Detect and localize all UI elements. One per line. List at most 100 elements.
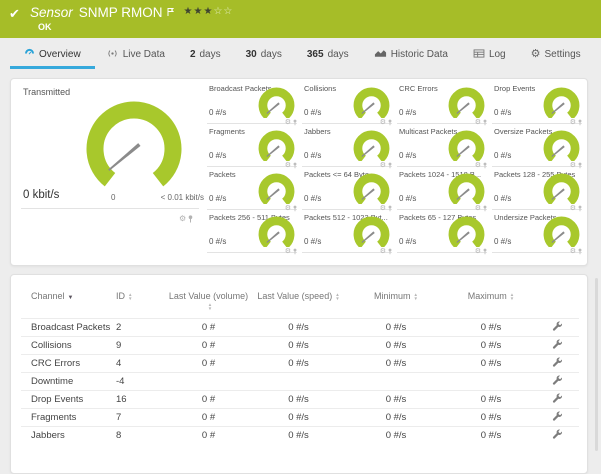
tab-historic-data[interactable]: Historic Data (374, 38, 448, 71)
channel-settings-wrench-icon[interactable] (552, 321, 563, 332)
main-gauge-settings-icon[interactable]: ⚙ (179, 214, 187, 223)
mini-gauge-grid: Broadcast Packets 0 #/s ⚙ Collisions (207, 81, 587, 255)
channel-row[interactable]: Jabbers 8 0 # 0 #/s 0 #/s 0 #/s (21, 426, 579, 444)
column-header-maximum[interactable]: Maximum ▲ ▼ (467, 291, 515, 301)
mini-gauge-pin-icon[interactable] (388, 113, 392, 131)
mini-gauge-pin-icon[interactable] (388, 242, 392, 260)
channel-settings-wrench-icon[interactable] (552, 411, 563, 422)
tab-overview[interactable]: Overview (10, 38, 95, 71)
mini-gauge-pin-icon[interactable] (483, 113, 487, 131)
mini-gauge-pin-icon[interactable] (293, 113, 297, 131)
mini-gauge-pin-icon[interactable] (293, 199, 297, 217)
channel-row[interactable]: Collisions 9 0 # 0 #/s 0 #/s 0 #/s (21, 336, 579, 355)
mini-gauge-cell[interactable]: Packets 65 - 127 Bytes 0 #/s ⚙ (397, 210, 487, 255)
mini-gauge-value: 0 #/s (209, 151, 227, 160)
status-ok-check-icon: ✔ (9, 6, 20, 21)
mini-gauge-dial (543, 130, 580, 163)
mini-gauge-dial (543, 87, 580, 120)
channel-table: Channel ▼ ID ▲ ▼ Last Value (volume)▲ ▼ Last… (21, 291, 579, 444)
mini-gauge-cell[interactable]: Oversize Packets 0 #/s ⚙ (492, 124, 582, 169)
cell-maximum: 0 #/s (446, 390, 536, 409)
mini-gauge-settings-icon[interactable]: ⚙ (569, 118, 576, 126)
mini-gauge-pin-icon[interactable] (483, 242, 487, 260)
tab-log-label: Log (488, 49, 506, 60)
channel-row[interactable]: Fragments 7 0 # 0 #/s 0 #/s 0 #/s (21, 408, 579, 427)
vertical-scrollbar[interactable] (595, 278, 598, 451)
cell-minimum: 0 #/s (346, 336, 446, 355)
tab-settings[interactable]: ⚙ Settings (531, 38, 581, 71)
mini-gauge-cell[interactable]: Packets <= 64 Byte 0 #/s ⚙ (302, 167, 392, 212)
mini-gauge-settings-icon[interactable]: ⚙ (474, 161, 481, 169)
mini-gauge-settings-icon[interactable]: ⚙ (569, 161, 576, 169)
mini-gauge-pin-icon[interactable] (483, 199, 487, 217)
channel-row[interactable]: Drop Events 16 0 # 0 #/s 0 #/s 0 #/s (21, 390, 579, 409)
cell-last-speed: 0 #/s (251, 336, 346, 355)
tab-2-days[interactable]: 2 days (190, 38, 221, 71)
mini-gauge-title: Broadcast Packets (209, 84, 272, 93)
mini-gauge-pin-icon[interactable] (483, 156, 487, 174)
mini-gauge-pin-icon[interactable] (293, 156, 297, 174)
mini-gauge-pin-icon[interactable] (578, 156, 582, 174)
column-header-channel[interactable]: Channel ▼ (31, 291, 74, 301)
column-header-minimum[interactable]: Minimum ▲ ▼ (374, 291, 418, 301)
mini-gauge-value: 0 #/s (494, 108, 512, 117)
mini-gauge-pin-icon[interactable] (388, 156, 392, 174)
mini-gauge-cell[interactable]: Packets 128 - 255 Bytes 0 #/s ⚙ (492, 167, 582, 212)
overview-gauge-icon (24, 48, 35, 61)
mini-gauge-settings-icon[interactable]: ⚙ (569, 247, 576, 255)
mini-gauge-cell[interactable]: Packets 256 - 511 Bytes 0 #/s ⚙ (207, 210, 297, 255)
cell-channel: CRC Errors (21, 354, 116, 373)
cell-last-volume: 0 # (166, 426, 251, 444)
mini-gauge-settings-icon[interactable]: ⚙ (474, 118, 481, 126)
cell-last-speed: 0 #/s (251, 426, 346, 444)
mini-gauge-settings-icon[interactable]: ⚙ (284, 118, 291, 126)
mini-gauge-settings-icon[interactable]: ⚙ (284, 204, 291, 212)
mini-gauge-settings-icon[interactable]: ⚙ (379, 161, 386, 169)
tab-365-days[interactable]: 365 days (307, 38, 349, 71)
priority-stars[interactable]: ★★★☆☆ (184, 6, 234, 17)
mini-gauge-pin-icon[interactable] (388, 199, 392, 217)
mini-gauge-cell[interactable]: Undersize Packets 0 #/s ⚙ (492, 210, 582, 255)
column-header-id[interactable]: ID ▲ ▼ (116, 291, 133, 301)
mini-gauge-cell[interactable]: Packets 512 - 1023 Byt... 0 #/s ⚙ (302, 210, 392, 255)
mini-gauge-cell[interactable]: Drop Events 0 #/s ⚙ (492, 81, 582, 126)
cell-id: 2 (116, 318, 166, 337)
mini-gauge-settings-icon[interactable]: ⚙ (569, 204, 576, 212)
tab-log[interactable]: Log (473, 38, 506, 71)
tab-30-days[interactable]: 30 days (246, 38, 282, 71)
mini-gauge-settings-icon[interactable]: ⚙ (284, 247, 291, 255)
mini-gauge-cell[interactable]: Fragments 0 #/s ⚙ (207, 124, 297, 169)
mini-gauge-cell[interactable]: Jabbers 0 #/s ⚙ (302, 124, 392, 169)
mini-gauge-settings-icon[interactable]: ⚙ (379, 118, 386, 126)
mini-gauge-cell[interactable]: Collisions 0 #/s ⚙ (302, 81, 392, 126)
mini-gauge-cell[interactable]: Packets 1024 - 1518 B... 0 #/s ⚙ (397, 167, 487, 212)
mini-gauge-pin-icon[interactable] (578, 199, 582, 217)
channel-settings-wrench-icon[interactable] (552, 393, 563, 404)
channel-row[interactable]: Broadcast Packets 2 0 # 0 #/s 0 #/s 0 #/… (21, 318, 579, 337)
cell-last-speed: 0 #/s (251, 390, 346, 409)
mini-gauge-value: 0 #/s (494, 151, 512, 160)
column-header-last-speed[interactable]: Last Value (speed) ▲ ▼ (257, 291, 340, 301)
mini-gauge-cell[interactable]: Broadcast Packets 0 #/s ⚙ (207, 81, 297, 126)
mini-gauge-value: 0 #/s (494, 237, 512, 246)
channel-settings-wrench-icon[interactable] (552, 357, 563, 368)
channel-settings-wrench-icon[interactable] (552, 339, 563, 350)
mini-gauge-cell[interactable]: CRC Errors 0 #/s ⚙ (397, 81, 487, 126)
mini-gauge-pin-icon[interactable] (293, 242, 297, 260)
channel-settings-wrench-icon[interactable] (552, 375, 563, 386)
mini-gauge-cell[interactable]: Packets 0 #/s ⚙ (207, 167, 297, 212)
mini-gauge-cell[interactable]: Multicast Packets 0 #/s ⚙ (397, 124, 487, 169)
mini-gauge-settings-icon[interactable]: ⚙ (379, 247, 386, 255)
column-header-last-volume[interactable]: Last Value (volume)▲ ▼ (168, 291, 249, 311)
channel-settings-wrench-icon[interactable] (552, 429, 563, 440)
mini-gauge-pin-icon[interactable] (578, 242, 582, 260)
mini-gauge-settings-icon[interactable]: ⚙ (474, 204, 481, 212)
mini-gauge-pin-icon[interactable] (578, 113, 582, 131)
mini-gauge-settings-icon[interactable]: ⚙ (284, 161, 291, 169)
channel-row[interactable]: Downtime -4 (21, 372, 579, 391)
tab-live-data[interactable]: Live Data (106, 38, 165, 71)
mini-gauge-settings-icon[interactable]: ⚙ (379, 204, 386, 212)
channel-row[interactable]: CRC Errors 4 0 # 0 #/s 0 #/s 0 #/s (21, 354, 579, 373)
mini-gauge-settings-icon[interactable]: ⚙ (474, 247, 481, 255)
main-gauge-pin-icon[interactable] (188, 210, 193, 228)
